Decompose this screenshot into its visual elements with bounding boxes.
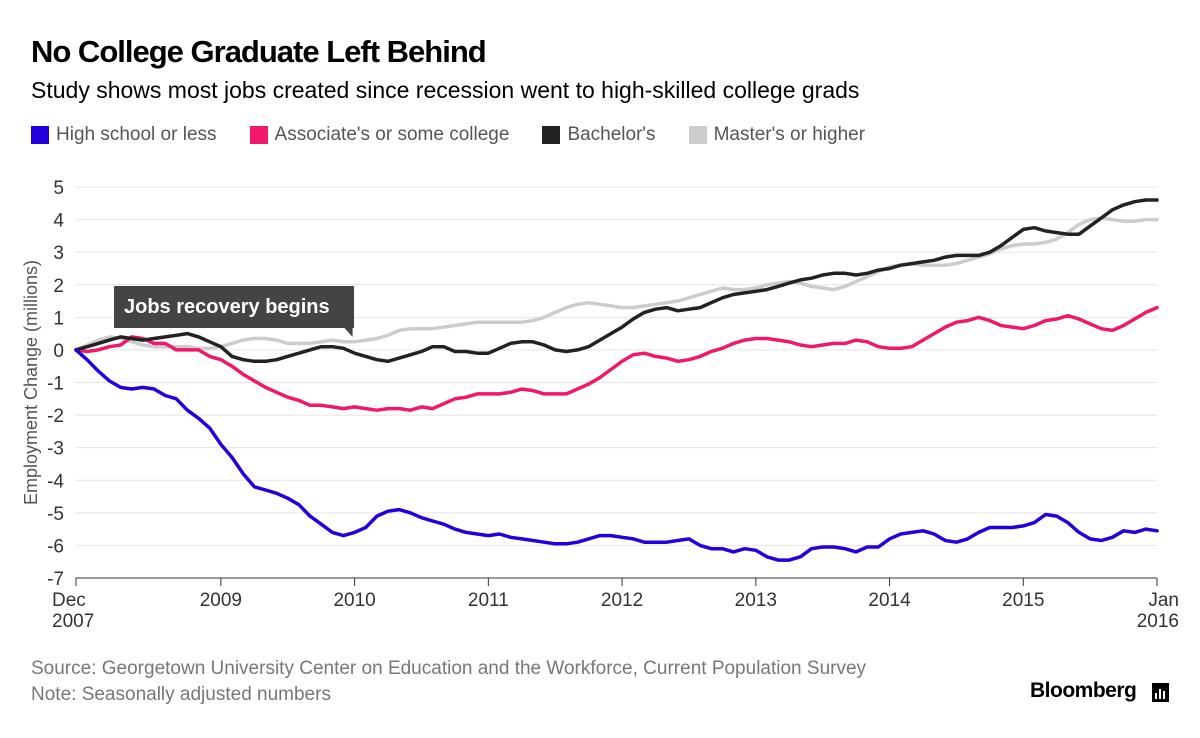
x-tick-label: 2012 [601, 590, 643, 611]
legend-swatch [542, 126, 561, 144]
y-tick-label: 4 [53, 211, 64, 232]
legend-label: Bachelor's [567, 124, 656, 145]
legend-swatch [688, 126, 707, 144]
bar-chart-icon [1152, 683, 1169, 702]
legend-item-masters: Master's or higher [688, 124, 866, 146]
footer-notes: Source: Georgetown University Center on … [31, 656, 866, 708]
legend-label: Associate's or some college [274, 124, 510, 145]
annotation-text: Jobs recovery begins [124, 296, 330, 318]
legend-label: High school or less [56, 124, 217, 145]
legend-swatch [249, 126, 268, 144]
chart-title: No College Graduate Left Behind [31, 34, 487, 69]
y-tick-label: 1 [53, 308, 64, 329]
legend: High school or less Associate's or some … [31, 123, 898, 147]
bloomberg-logo: Bloomberg [1030, 679, 1137, 702]
y-tick-label: 3 [53, 243, 64, 264]
y-tick-label: -5 [47, 504, 64, 525]
legend-item-associates: Associate's or some college [249, 124, 510, 146]
x-tick-label: 2013 [735, 590, 777, 611]
x-tick-label: 2010 [333, 590, 375, 611]
source-text: Source: Georgetown University Center on … [31, 658, 867, 679]
x-tick-label: 2009 [200, 590, 242, 611]
annotation-pointer [343, 327, 353, 337]
y-tick-label: -7 [47, 569, 64, 590]
legend-item-bachelors: Bachelor's [542, 124, 656, 146]
note-text: Note: Seasonally adjusted numbers [31, 684, 331, 705]
chart-subtitle: Study shows most jobs created since rece… [31, 77, 860, 103]
y-tick-label: 2 [53, 276, 64, 297]
y-tick-label: 5 [53, 178, 64, 199]
x-tick-label: Jan [1148, 590, 1179, 611]
y-tick-label: -1 [47, 374, 64, 395]
series-line-master-s-or-higher [74, 216, 1159, 352]
x-tick-label: 2014 [868, 590, 911, 611]
series-line-associate-s-or-some-college [74, 305, 1159, 412]
legend-swatch [31, 126, 49, 144]
series-line-bachelor-s [74, 198, 1159, 364]
y-tick-label: 0 [53, 341, 64, 362]
series-line-high-school-or-less [74, 348, 1159, 562]
x-tick-label: 2011 [468, 590, 509, 611]
x-tick-label: 2016 [1137, 611, 1179, 632]
y-tick-label: -4 [47, 471, 64, 492]
legend-item-high-school: High school or less [31, 124, 217, 146]
x-tick-label: 2015 [1002, 590, 1044, 611]
y-axis-title: Employment Change (millions) [21, 260, 41, 505]
x-tick-label: Dec [52, 590, 86, 611]
y-tick-label: -2 [47, 406, 64, 427]
annotation-box [114, 286, 354, 328]
x-tick-label: 2007 [52, 611, 94, 632]
legend-label: Master's or higher [713, 124, 866, 145]
annotation-callout: Jobs recovery begins [114, 286, 354, 337]
y-tick-label: -6 [47, 536, 64, 557]
y-tick-label: -3 [47, 439, 64, 460]
